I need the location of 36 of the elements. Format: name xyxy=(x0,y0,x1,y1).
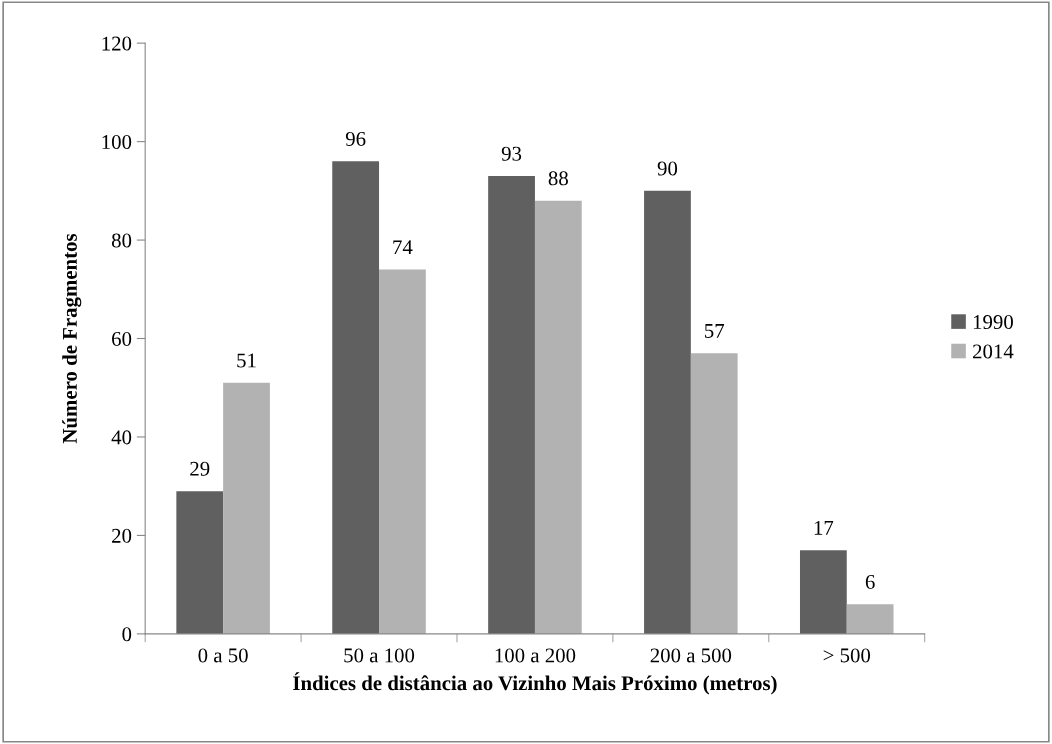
legend-label: 2014 xyxy=(973,344,1014,359)
bar xyxy=(846,604,894,634)
x-tick-label: > 500 xyxy=(823,648,871,663)
data-label: 88 xyxy=(548,171,568,186)
bar xyxy=(534,200,582,634)
x-tick-label: 200 a 500 xyxy=(650,648,732,663)
data-label: 90 xyxy=(657,161,678,176)
y-tick-label: 20 xyxy=(112,528,132,543)
bar xyxy=(488,176,535,634)
bar xyxy=(799,550,847,634)
x-tick-label: 100 a 200 xyxy=(495,648,576,663)
data-label: 57 xyxy=(705,324,725,338)
bar xyxy=(332,161,380,634)
data-label: 74 xyxy=(393,240,413,255)
bar xyxy=(690,353,738,634)
x-axis-title: Índices de distância ao Vizinho Mais Próximo (metros) xyxy=(293,672,777,695)
data-label: 6 xyxy=(865,575,875,590)
bar xyxy=(223,382,270,634)
data-label: 29 xyxy=(190,461,210,476)
data-label: 17 xyxy=(814,520,834,535)
y-tick-label: 80 xyxy=(111,233,132,248)
y-tick-label: 100 xyxy=(102,134,132,150)
data-label: 51 xyxy=(237,353,256,368)
bar xyxy=(644,190,691,634)
legend-label: 1990 xyxy=(973,315,1013,330)
y-tick-label: 40 xyxy=(111,430,132,445)
y-tick-label: 120 xyxy=(102,36,132,51)
y-tick-label: 60 xyxy=(112,331,132,346)
data-label: 93 xyxy=(501,146,522,161)
data-label: 96 xyxy=(345,131,366,146)
x-tick-label: 50 a 100 xyxy=(344,648,415,663)
y-axis-title: Número de Fragmentos xyxy=(62,233,82,444)
bar xyxy=(379,269,426,634)
y-tick-label: 0 xyxy=(122,627,132,642)
bar xyxy=(176,491,224,634)
x-tick-label: 0 a 50 xyxy=(198,648,248,663)
